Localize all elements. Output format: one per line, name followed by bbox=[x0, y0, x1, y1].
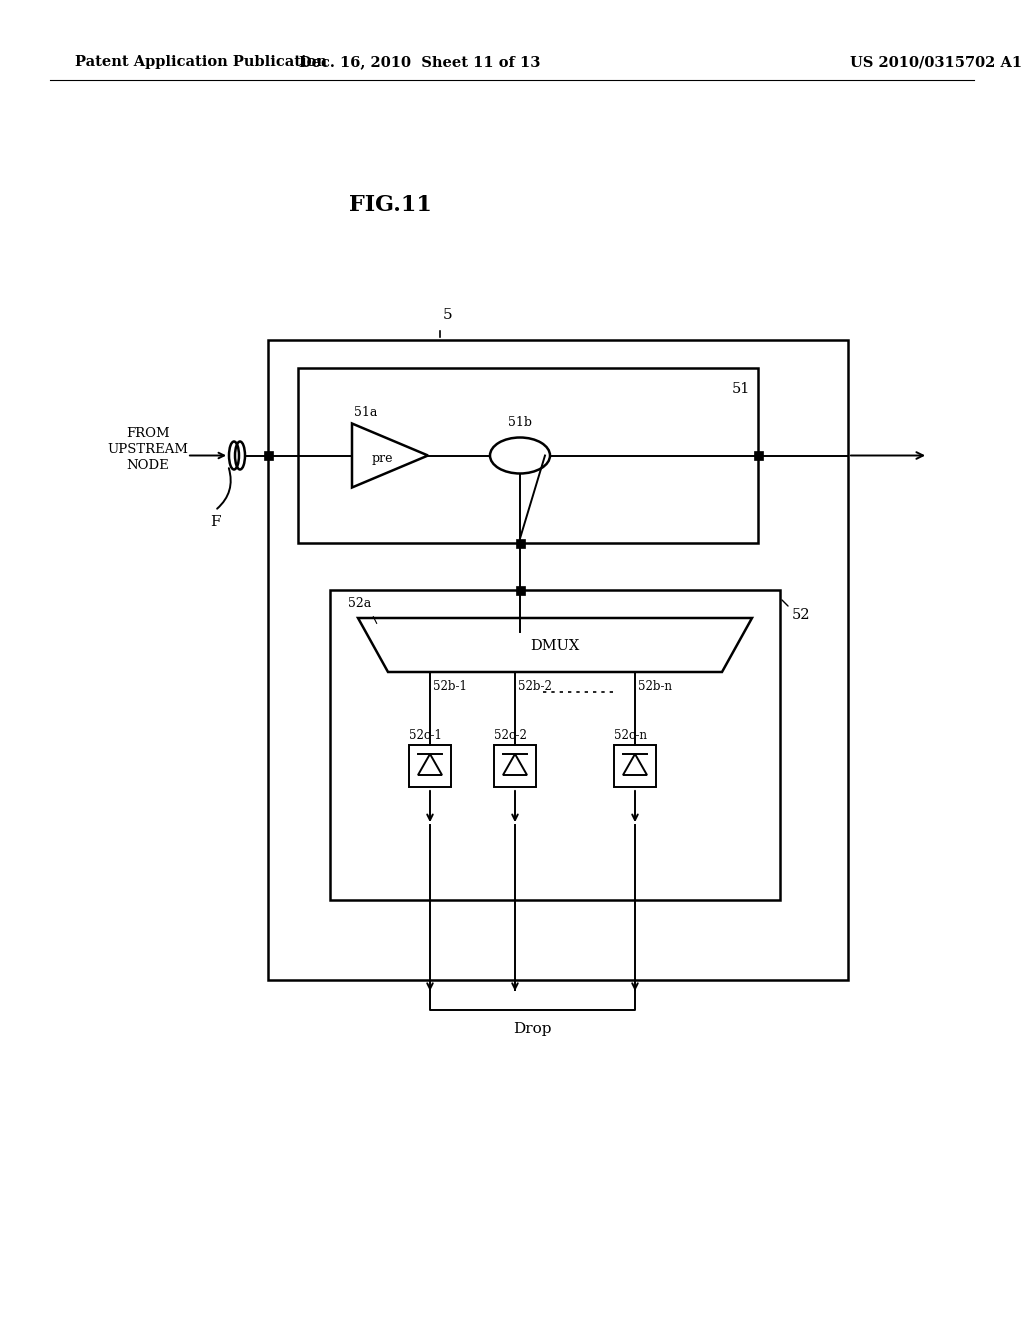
Text: 52a: 52a bbox=[348, 597, 372, 610]
Text: 51: 51 bbox=[731, 381, 750, 396]
Text: 52c-1: 52c-1 bbox=[409, 729, 442, 742]
Text: 52b-1: 52b-1 bbox=[433, 680, 467, 693]
Text: Dec. 16, 2010  Sheet 11 of 13: Dec. 16, 2010 Sheet 11 of 13 bbox=[299, 55, 541, 69]
Text: 52c-2: 52c-2 bbox=[494, 729, 527, 742]
Text: US 2010/0315702 A1: US 2010/0315702 A1 bbox=[850, 55, 1022, 69]
Bar bbox=[515, 586, 524, 594]
Text: 5: 5 bbox=[443, 308, 453, 322]
Text: FROM
UPSTREAM
NODE: FROM UPSTREAM NODE bbox=[108, 426, 188, 473]
Bar bbox=[409, 744, 451, 787]
Text: FIG.11: FIG.11 bbox=[348, 194, 431, 216]
Bar bbox=[614, 744, 656, 787]
Text: Drop: Drop bbox=[513, 1022, 552, 1036]
Text: 52: 52 bbox=[792, 609, 811, 622]
Text: 52b-2: 52b-2 bbox=[518, 680, 552, 693]
Text: Patent Application Publication: Patent Application Publication bbox=[75, 55, 327, 69]
Bar bbox=[515, 539, 524, 548]
Text: pre: pre bbox=[372, 451, 393, 465]
Text: 51a: 51a bbox=[354, 407, 378, 420]
Text: F: F bbox=[210, 516, 220, 529]
Bar bbox=[268, 341, 848, 979]
Text: 52b-n: 52b-n bbox=[638, 680, 672, 693]
Text: DMUX: DMUX bbox=[530, 639, 580, 653]
Bar bbox=[330, 590, 780, 900]
Text: 52c-n: 52c-n bbox=[614, 729, 647, 742]
Bar bbox=[263, 451, 272, 459]
Bar bbox=[754, 451, 763, 459]
Text: 51b: 51b bbox=[508, 417, 532, 429]
Bar bbox=[494, 744, 536, 787]
Bar bbox=[298, 368, 758, 543]
